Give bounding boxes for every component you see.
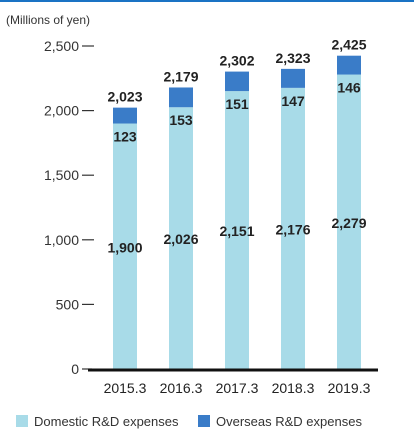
bar-overseas [169, 87, 193, 108]
bar-domestic [113, 123, 137, 370]
legend-label: Domestic R&D expenses [34, 414, 179, 429]
legend-label: Overseas R&D expenses [216, 414, 362, 429]
data-label-overseas: 151 [225, 96, 249, 112]
bar-overseas [225, 71, 249, 92]
y-tick-label: 2,000 [44, 103, 79, 119]
bar-domestic [337, 74, 361, 370]
bar-domestic [169, 107, 193, 370]
bar-overseas [281, 68, 305, 88]
data-label-total: 2,023 [107, 89, 142, 105]
unit-label: (Millions of yen) [6, 13, 90, 27]
data-label-total: 2,425 [331, 37, 366, 53]
data-label-overseas: 146 [337, 80, 361, 96]
data-label-overseas: 123 [113, 129, 137, 145]
top-rule [0, 0, 414, 2]
value-labels: 1,900 123 2,023 2,026 153 2,179 2,151 151 2,302 2… [107, 37, 366, 256]
data-label-domestic: 2,279 [331, 215, 366, 231]
x-axis: 2015.3 2016.3 2017.3 2018.3 2019.3 [88, 368, 378, 396]
y-tick-label: 500 [56, 296, 80, 312]
y-tick-label: 1,000 [44, 232, 79, 248]
data-label-domestic: 2,176 [275, 221, 310, 237]
bar-domestic [281, 87, 305, 369]
y-tick-label: 0 [71, 361, 79, 377]
legend-swatch [16, 415, 28, 427]
data-label-overseas: 147 [281, 93, 305, 109]
x-tick-label: 2017.3 [216, 380, 259, 396]
data-label-domestic: 2,151 [219, 223, 254, 239]
y-tick-label: 2,500 [44, 38, 79, 54]
data-label-domestic: 2,026 [163, 231, 198, 247]
data-label-domestic: 1,900 [107, 239, 142, 255]
legend-swatch [198, 415, 210, 427]
x-tick-label: 2019.3 [328, 380, 371, 396]
bars [113, 55, 361, 370]
data-label-total: 2,302 [219, 53, 254, 69]
bar-domestic [225, 91, 249, 370]
y-tick-label: 1,500 [44, 167, 79, 183]
y-axis: 0 500 1,000 1,500 2,000 2,500 [44, 38, 94, 377]
bar-overseas [337, 55, 361, 75]
data-label-total: 2,323 [275, 50, 310, 66]
bar-overseas [113, 107, 137, 124]
data-label-overseas: 153 [169, 112, 193, 128]
data-label-total: 2,179 [163, 68, 198, 84]
legend: Domestic R&D expenses Overseas R&D expens… [16, 414, 362, 429]
x-tick-label: 2016.3 [160, 380, 203, 396]
x-tick-label: 2015.3 [104, 380, 147, 396]
x-tick-label: 2018.3 [272, 380, 315, 396]
